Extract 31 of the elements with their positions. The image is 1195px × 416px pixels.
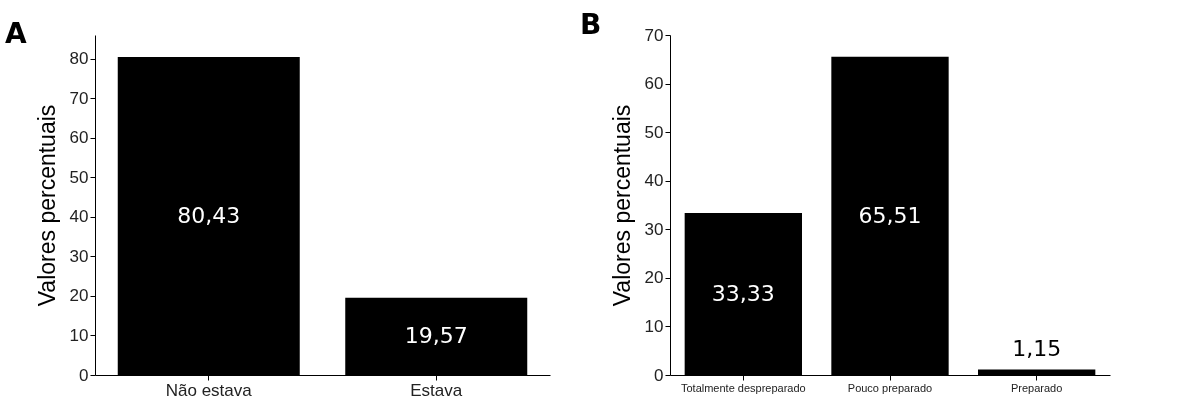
y-tick-label: 70	[69, 88, 89, 108]
y-tick-label: 50	[644, 122, 664, 142]
x-tick-label: Preparado	[1010, 381, 1063, 394]
y-tick-label: 60	[69, 128, 89, 148]
y-axis-title: Valores percentuais	[33, 104, 60, 307]
y-tick-label: 30	[69, 246, 89, 266]
y-tick-label: 80	[69, 49, 89, 69]
data-label: 1,15	[1012, 336, 1062, 362]
y-tick-label: 70	[644, 25, 664, 45]
y-tick-label: 20	[69, 286, 89, 306]
x-tick-label: Pouco preparado	[847, 381, 933, 394]
data-label: 19,57	[404, 323, 468, 349]
y-tick-label: 30	[644, 219, 664, 239]
y-tick-label: 10	[644, 316, 664, 336]
chart-title: B	[580, 8, 602, 41]
y-tick-label: 40	[644, 171, 664, 191]
y-tick-label: 60	[644, 74, 664, 94]
data-label: 65,51	[858, 202, 922, 228]
chart-title: A	[5, 17, 27, 50]
y-tick-label: 50	[69, 167, 89, 187]
y-tick-label: 0	[79, 365, 89, 385]
x-tick-label: Totalmente despreparado	[680, 381, 806, 394]
y-axis-title: Valores percentuais	[608, 104, 635, 307]
data-label: 33,33	[711, 281, 775, 307]
x-tick-label: Não estava	[165, 380, 253, 400]
data-label: 80,43	[177, 203, 241, 229]
y-tick-label: 10	[69, 325, 89, 345]
x-tick-label: Estava	[410, 380, 463, 400]
y-tick-label: 0	[654, 365, 664, 385]
y-tick-label: 40	[69, 207, 89, 227]
y-tick-label: 20	[644, 268, 664, 288]
